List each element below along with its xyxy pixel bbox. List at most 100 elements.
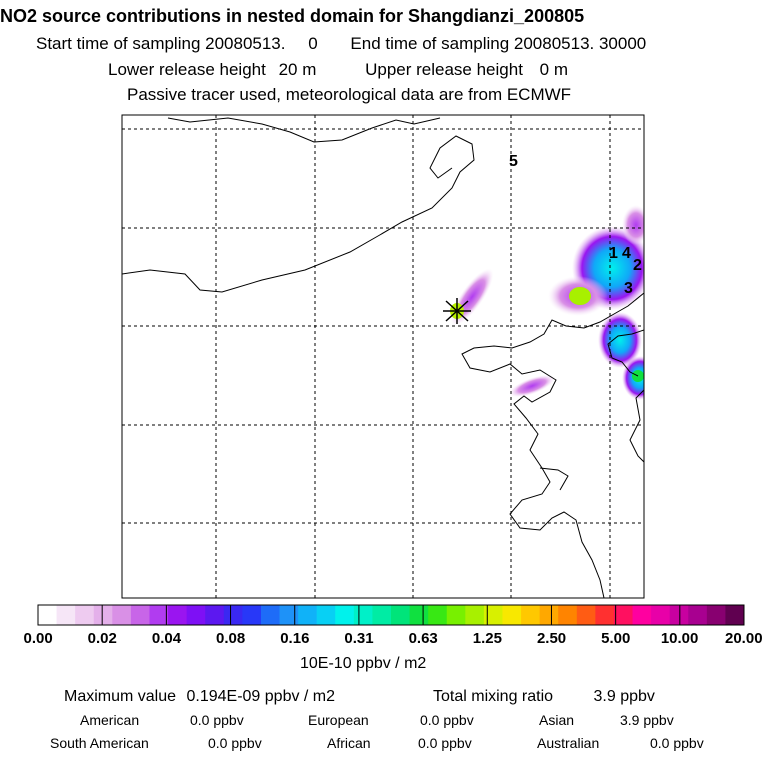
- legend-tick-label: 0.63: [408, 630, 438, 647]
- legend-swatch: [669, 605, 689, 625]
- map-area: [122, 115, 644, 598]
- start-time-label: Start time of sampling 20080513.: [36, 34, 286, 53]
- plume-receptor: [450, 268, 494, 326]
- legend-swatch: [613, 605, 634, 625]
- legend-units: 10E-10 ppbv / m2: [300, 655, 427, 672]
- legend-swatch: [576, 605, 596, 625]
- coast-east: [607, 329, 644, 377]
- legend-swatch: [75, 605, 95, 625]
- map-frame: [121, 114, 645, 599]
- map-label-2: 2: [633, 257, 642, 274]
- legend-swatch: [595, 605, 615, 625]
- end-time-label: End time of sampling 20080513. 30000: [350, 34, 647, 53]
- legend-tick-label: 0.08: [216, 630, 246, 647]
- source-value-african: 0.0 ppbv: [418, 735, 472, 751]
- source-value-asian: 3.9 ppbv: [620, 712, 674, 728]
- northern-border-top: [167, 117, 441, 143]
- legend-swatch: [521, 605, 541, 625]
- source-name-american: American: [80, 712, 140, 728]
- legend-tick-label: 0.02: [87, 630, 117, 647]
- legend-swatch: [186, 605, 206, 625]
- grid: [122, 115, 644, 598]
- lower-height-value: 20 m: [278, 60, 317, 79]
- hotspot-green: [569, 287, 591, 305]
- legend-swatch: [632, 605, 652, 625]
- lower-height-label: Lower release height: [108, 60, 266, 79]
- legend-tick-label: 10.00: [660, 630, 699, 647]
- legend-swatch: [706, 605, 726, 625]
- legend-swatch: [38, 605, 58, 625]
- legend-swatch: [558, 605, 578, 625]
- legend-swatch: [149, 605, 169, 625]
- source-value-european: 0.0 ppbv: [420, 712, 474, 728]
- legend-tick-label: 0.00: [23, 630, 53, 647]
- legend-swatch: [539, 605, 559, 625]
- total-mixing-value: 3.9 ppbv: [593, 688, 655, 705]
- legend-swatch: [725, 605, 745, 625]
- legend-tick-label: 5.00: [601, 630, 631, 647]
- receptor-marker: [443, 298, 471, 324]
- max-value-row: Maximum value 0.194E-09 ppbv / m2: [64, 688, 335, 706]
- legend-swatch: [168, 605, 188, 625]
- northern-border: [122, 135, 475, 293]
- source-name-asian: Asian: [539, 712, 575, 728]
- release-heights: Lower release height 20 m Upper release …: [108, 60, 568, 80]
- source-value-australian: 0.0 ppbv: [650, 735, 704, 751]
- plume-east-2: [622, 205, 644, 245]
- legend-tick-label: 1.25: [472, 630, 502, 647]
- legend-swatch: [688, 605, 708, 625]
- boundaries: [122, 117, 644, 598]
- legend-swatch: [316, 605, 336, 625]
- legend-swatch: [335, 605, 355, 625]
- source-name-australian: Australian: [537, 735, 600, 751]
- legend-tick-label: 0.16: [280, 630, 310, 647]
- legend-swatch: [93, 605, 113, 625]
- legend-swatch: [353, 605, 373, 625]
- map-label-5: 5: [509, 153, 518, 170]
- coast-bohai: [461, 292, 644, 598]
- map-label-3: 3: [624, 280, 633, 297]
- source-name-european: European: [308, 712, 369, 728]
- legend-swatch: [372, 605, 392, 625]
- legend-swatch: [465, 605, 485, 625]
- tracer-note: Passive tracer used, meteorological data…: [127, 85, 572, 104]
- max-value: 0.194E-09 ppbv / m2: [186, 688, 336, 705]
- plot-title: NO2 source contributions in nested domai…: [0, 6, 585, 26]
- legend-swatch: [112, 605, 132, 625]
- legend-swatch: [391, 605, 411, 625]
- legend-swatch: [130, 605, 150, 625]
- legend-tick-label: 20.00: [725, 630, 763, 647]
- legend-swatch: [260, 605, 281, 625]
- start-time-value: 0: [308, 34, 318, 53]
- total-mixing-row: Total mixing ratio 3.9 ppbv: [433, 688, 655, 706]
- coast-small: [539, 467, 569, 491]
- legend-swatch: [409, 605, 429, 625]
- source-value-american: 0.0 ppbv: [190, 712, 244, 728]
- map-label-4: 4: [622, 245, 631, 262]
- legend-swatch: [56, 605, 76, 625]
- source-value-south-american: 0.0 ppbv: [208, 735, 262, 751]
- legend-swatch: [428, 605, 448, 625]
- max-value-label: Maximum value: [64, 688, 177, 705]
- legend-swatch: [279, 605, 299, 625]
- legend-tick-label: 0.04: [151, 630, 182, 647]
- total-mixing-label: Total mixing ratio: [433, 688, 554, 705]
- legend-swatch: [483, 605, 503, 625]
- legend-tick-label: 0.31: [344, 630, 374, 647]
- coast-liaodong: [629, 389, 644, 463]
- source-name-south-american: South American: [50, 735, 149, 751]
- upper-height-label: Upper release height: [365, 60, 523, 79]
- plume-south: [509, 374, 555, 398]
- legend-swatch: [651, 605, 671, 625]
- legend-swatch: [446, 605, 466, 625]
- map-label-1: 1: [609, 245, 618, 262]
- source-name-african: African: [327, 735, 371, 751]
- legend-swatch: [242, 605, 262, 625]
- legend-tick-label: 2.50: [536, 630, 567, 647]
- sampling-times: Start time of sampling 20080513. 0 End t…: [36, 34, 646, 54]
- legend-swatch: [223, 605, 243, 625]
- legend-swatch: [298, 605, 318, 625]
- legend-colorbar: [37, 604, 745, 626]
- legend-swatch: [205, 605, 225, 625]
